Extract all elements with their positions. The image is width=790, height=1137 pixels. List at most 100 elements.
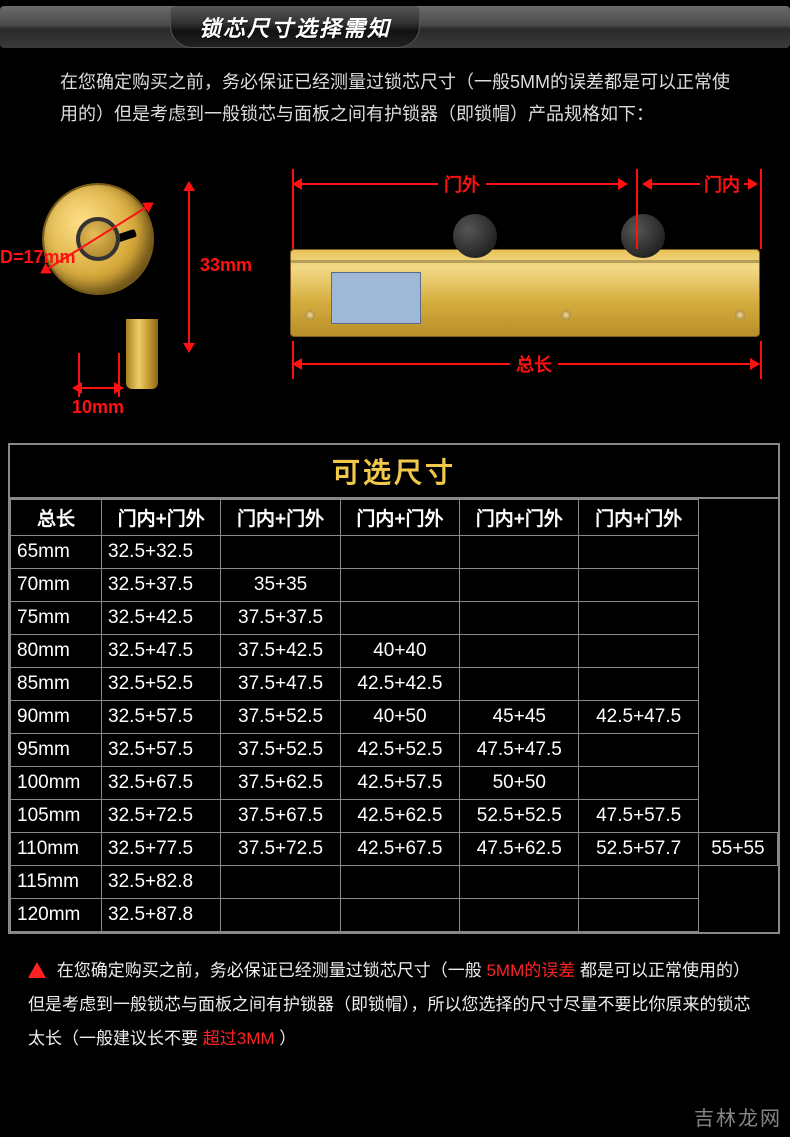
table-cell	[340, 865, 459, 898]
table-cell	[340, 898, 459, 931]
screw-icon	[561, 310, 571, 320]
table-header: 门内+门外	[460, 499, 579, 535]
table-cell: 105mm	[11, 799, 102, 832]
table-cell: 110mm	[11, 832, 102, 865]
table-cell: 37.5+42.5	[221, 634, 340, 667]
table-body: 65mm32.5+32.570mm32.5+37.535+3575mm32.5+…	[11, 535, 778, 931]
table-cell	[221, 865, 340, 898]
table-cell	[579, 865, 698, 898]
d-label: D=17mm	[0, 247, 76, 268]
table-cell	[460, 898, 579, 931]
table-cell: 37.5+62.5	[221, 766, 340, 799]
table-cell: 37.5+72.5	[221, 832, 340, 865]
table-cell: 32.5+87.8	[102, 898, 221, 931]
tick-left	[78, 353, 80, 397]
cylinder-side-view	[290, 249, 760, 337]
table-header: 总长	[11, 499, 102, 535]
tick	[760, 341, 762, 379]
table-cell: 32.5+77.5	[102, 832, 221, 865]
screw-icon	[735, 310, 745, 320]
diagram: D=17mm 33mm 10mm 门外 门内 总长	[0, 145, 790, 435]
table-row: 90mm32.5+57.537.5+52.540+5045+4542.5+47.…	[11, 700, 778, 733]
table-cell	[460, 634, 579, 667]
table-cell: 90mm	[11, 700, 102, 733]
table-cell: 40+40	[340, 634, 459, 667]
table-cell: 55+55	[698, 832, 777, 865]
table-cell: 95mm	[11, 733, 102, 766]
table-cell: 47.5+47.5	[460, 733, 579, 766]
footer-red-1: 5MM的误差	[486, 961, 575, 980]
table-cell: 35+35	[221, 568, 340, 601]
table-cell: 37.5+52.5	[221, 733, 340, 766]
table-header: 门内+门外	[340, 499, 459, 535]
footer-notice: 在您确定购买之前，务必保证已经测量过锁芯尺寸（一般 5MM的误差 都是可以正常使…	[0, 934, 790, 1056]
stem-label: 10mm	[72, 397, 124, 418]
height-arrow	[188, 189, 190, 345]
tick	[636, 169, 638, 249]
table-cell: 42.5+47.5	[579, 700, 698, 733]
table-cell: 75mm	[11, 601, 102, 634]
table-cell	[579, 568, 698, 601]
intro-text: 在您确定购买之前，务必保证已经测量过锁芯尺寸（一般5MM的误差都是可以正常使用的…	[0, 48, 790, 145]
tick	[292, 169, 294, 249]
table-cell: 42.5+42.5	[340, 667, 459, 700]
stem-arrow	[80, 387, 116, 389]
table-cell: 100mm	[11, 766, 102, 799]
title-pill: 锁芯尺寸选择需知	[170, 6, 420, 48]
table-cell: 37.5+47.5	[221, 667, 340, 700]
table-cell: 85mm	[11, 667, 102, 700]
table-cell	[221, 535, 340, 568]
table-row: 105mm32.5+72.537.5+67.542.5+62.552.5+52.…	[11, 799, 778, 832]
table-cell: 32.5+47.5	[102, 634, 221, 667]
table-cell: 32.5+42.5	[102, 601, 221, 634]
table-cell: 32.5+52.5	[102, 667, 221, 700]
total-label: 总长	[510, 351, 558, 377]
table-cell: 32.5+57.5	[102, 700, 221, 733]
screw-icon	[305, 310, 315, 320]
table-cell	[579, 766, 698, 799]
table-cell	[579, 634, 698, 667]
footer-text: 在您确定购买之前，务必保证已经测量过锁芯尺寸（一般	[57, 961, 482, 980]
tick-right	[118, 353, 120, 397]
table-cell	[460, 568, 579, 601]
table-header: 门内+门外	[579, 499, 698, 535]
table-cell	[340, 568, 459, 601]
table: 总长门内+门外门内+门外门内+门外门内+门外门内+门外 65mm32.5+32.…	[10, 499, 778, 932]
table-row: 85mm32.5+52.537.5+47.542.5+42.5	[11, 667, 778, 700]
table-cell: 45+45	[460, 700, 579, 733]
table-row: 110mm32.5+77.537.5+72.542.5+67.547.5+62.…	[11, 832, 778, 865]
header-band: 锁芯尺寸选择需知	[0, 6, 790, 48]
inside-label: 门内	[700, 171, 744, 197]
table-cell: 120mm	[11, 898, 102, 931]
table-cell	[460, 601, 579, 634]
table-row: 95mm32.5+57.537.5+52.542.5+52.547.5+47.5	[11, 733, 778, 766]
table-header: 门内+门外	[102, 499, 221, 535]
tick	[292, 341, 294, 379]
table-row: 75mm32.5+42.537.5+37.5	[11, 601, 778, 634]
ridge	[291, 260, 759, 263]
table-cell: 32.5+67.5	[102, 766, 221, 799]
cylinder-face	[44, 185, 152, 293]
table-cell: 37.5+52.5	[221, 700, 340, 733]
table-cell: 32.5+57.5	[102, 733, 221, 766]
table-cell	[579, 733, 698, 766]
table-cell	[579, 601, 698, 634]
height-label: 33mm	[200, 255, 252, 276]
table-row: 80mm32.5+47.537.5+42.540+40	[11, 634, 778, 667]
table-cell: 80mm	[11, 634, 102, 667]
table-cell	[460, 865, 579, 898]
footer-text: 但是考虑到一般锁芯与面板之间有护锁器（即锁帽），所以您选择的尺寸尽量不要比你原来…	[28, 995, 751, 1048]
table-cell: 47.5+62.5	[460, 832, 579, 865]
cam-2	[621, 214, 665, 258]
table-row: 120mm32.5+87.8	[11, 898, 778, 931]
cylinder-end-view	[44, 185, 152, 293]
table-cell	[460, 667, 579, 700]
footer-text: ）	[279, 1029, 296, 1048]
table-row: 65mm32.5+32.5	[11, 535, 778, 568]
table-cell: 37.5+37.5	[221, 601, 340, 634]
table-cell: 32.5+82.8	[102, 865, 221, 898]
table-cell: 32.5+72.5	[102, 799, 221, 832]
cam-1	[453, 214, 497, 258]
table-cell: 47.5+57.5	[579, 799, 698, 832]
table-cell: 42.5+62.5	[340, 799, 459, 832]
